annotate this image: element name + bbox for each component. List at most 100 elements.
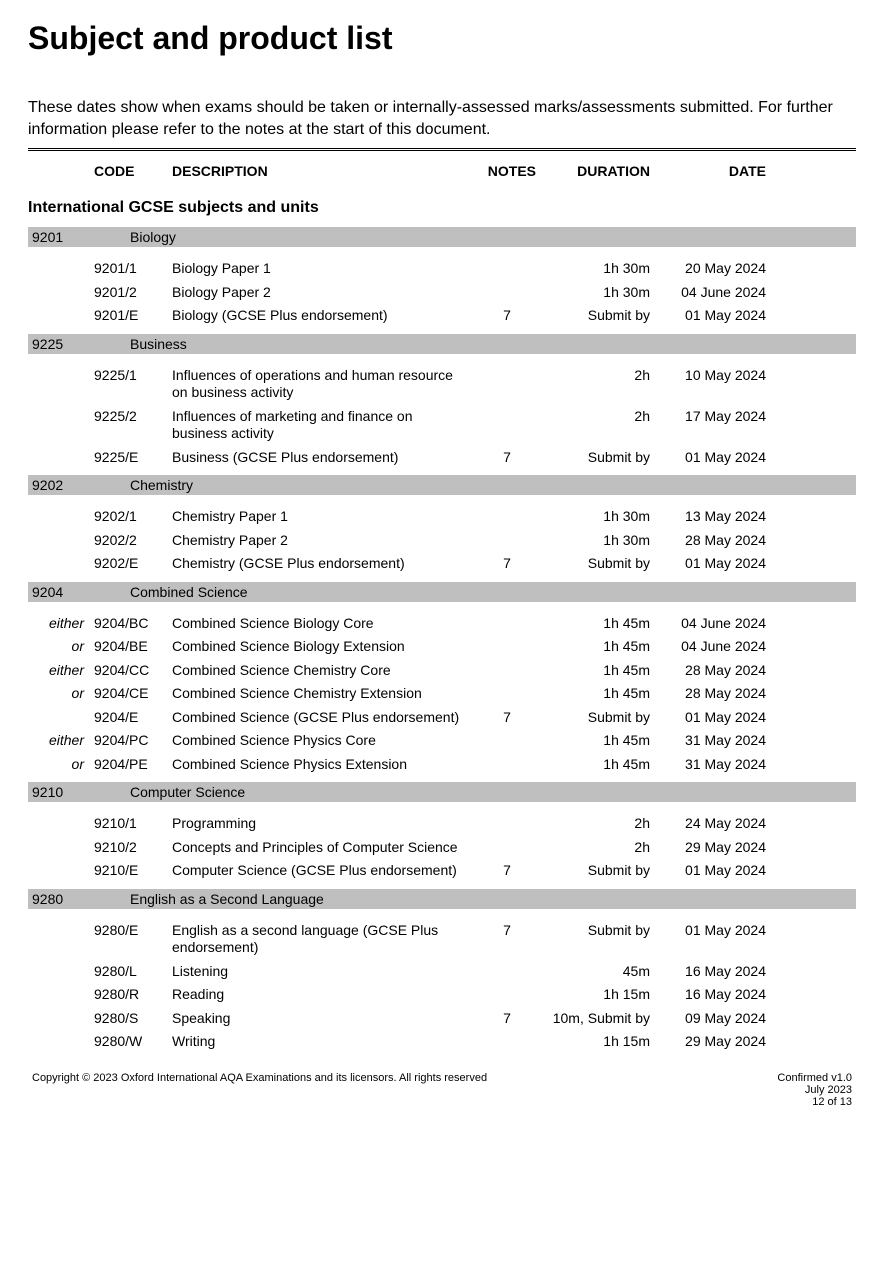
copyright-text: Copyright © 2023 Oxford International AQ… (32, 1072, 487, 1084)
unit-block: 9225/1Influences of operations and human… (28, 364, 856, 470)
unit-duration: 2h (542, 367, 656, 402)
unit-duration: 10m, Submit by (542, 1010, 656, 1028)
unit-code: 9204/BC (94, 615, 172, 633)
unit-duration: 1h 45m (542, 662, 656, 680)
version-text: Confirmed v1.0 (777, 1072, 852, 1084)
subject-code: 9204 (32, 584, 130, 600)
unit-qualifier: or (28, 756, 94, 774)
unit-qualifier (28, 555, 94, 573)
unit-code: 9204/PC (94, 732, 172, 750)
unit-notes (472, 532, 542, 550)
unit-row: 9225/1Influences of operations and human… (28, 364, 856, 405)
unit-code: 9204/CC (94, 662, 172, 680)
unit-date: 29 May 2024 (656, 1033, 766, 1051)
unit-description: Influences of marketing and finance on b… (172, 408, 472, 443)
col-description: DESCRIPTION (172, 163, 472, 179)
unit-description: Biology Paper 1 (172, 260, 472, 278)
unit-description: Biology (GCSE Plus endorsement) (172, 307, 472, 325)
unit-date: 04 June 2024 (656, 284, 766, 302)
unit-duration: 2h (542, 839, 656, 857)
subject-name: Business (130, 336, 852, 352)
column-header-row: CODE DESCRIPTION NOTES DURATION DATE (28, 161, 856, 195)
unit-date: 28 May 2024 (656, 685, 766, 703)
unit-notes: 7 (472, 307, 542, 325)
unit-notes (472, 260, 542, 278)
unit-row: 9225/EBusiness (GCSE Plus endorsement)7S… (28, 446, 856, 470)
unit-notes: 7 (472, 709, 542, 727)
unit-code: 9201/1 (94, 260, 172, 278)
unit-code: 9225/2 (94, 408, 172, 443)
unit-date: 01 May 2024 (656, 922, 766, 957)
unit-date: 01 May 2024 (656, 709, 766, 727)
unit-row: 9280/WWriting1h 15m29 May 2024 (28, 1030, 856, 1054)
unit-date: 29 May 2024 (656, 839, 766, 857)
unit-description: Combined Science Physics Extension (172, 756, 472, 774)
subjects-container: 9201Biology 9201/1Biology Paper 1 1h 30m20… (28, 227, 856, 1054)
unit-notes (472, 839, 542, 857)
unit-date: 31 May 2024 (656, 732, 766, 750)
col-notes: NOTES (472, 163, 542, 179)
page-footer: Copyright © 2023 Oxford International AQ… (28, 1072, 856, 1108)
unit-duration: 1h 30m (542, 284, 656, 302)
subject-header: 9202Chemistry (28, 475, 856, 495)
unit-date: 13 May 2024 (656, 508, 766, 526)
unit-notes: 7 (472, 862, 542, 880)
unit-description: English as a second language (GCSE Plus … (172, 922, 472, 957)
unit-date: 04 June 2024 (656, 615, 766, 633)
unit-duration: Submit by (542, 922, 656, 957)
unit-notes: 7 (472, 555, 542, 573)
unit-row: 9280/EEnglish as a second language (GCSE… (28, 919, 856, 960)
unit-code: 9225/E (94, 449, 172, 467)
unit-description: Programming (172, 815, 472, 833)
unit-code: 9204/BE (94, 638, 172, 656)
unit-block: 9210/1Programming2h24 May 20249210/2Conc… (28, 812, 856, 883)
unit-row: 9202/1Chemistry Paper 11h 30m13 May 2024 (28, 505, 856, 529)
unit-qualifier (28, 260, 94, 278)
unit-qualifier (28, 963, 94, 981)
unit-date: 31 May 2024 (656, 756, 766, 774)
unit-row: either9204/PCCombined Science Physics Co… (28, 729, 856, 753)
unit-date: 01 May 2024 (656, 555, 766, 573)
unit-qualifier: or (28, 685, 94, 703)
unit-code: 9280/E (94, 922, 172, 957)
unit-qualifier (28, 922, 94, 957)
unit-duration: 1h 45m (542, 732, 656, 750)
unit-code: 9202/2 (94, 532, 172, 550)
subject-header: 9201Biology (28, 227, 856, 247)
unit-code: 9204/CE (94, 685, 172, 703)
unit-notes (472, 638, 542, 656)
unit-date: 28 May 2024 (656, 662, 766, 680)
unit-notes (472, 986, 542, 1004)
subject-header: 9280English as a Second Language (28, 889, 856, 909)
unit-row: 9280/LListening45m16 May 2024 (28, 960, 856, 984)
unit-description: Combined Science Biology Core (172, 615, 472, 633)
unit-block: 9202/1Chemistry Paper 11h 30m13 May 2024… (28, 505, 856, 576)
unit-duration: 1h 45m (542, 615, 656, 633)
unit-row: 9280/RReading1h 15m16 May 2024 (28, 983, 856, 1007)
unit-row: 9210/EComputer Science (GCSE Plus endors… (28, 859, 856, 883)
unit-description: Combined Science (GCSE Plus endorsement) (172, 709, 472, 727)
unit-date: 20 May 2024 (656, 260, 766, 278)
unit-code: 9210/2 (94, 839, 172, 857)
unit-row: or9204/CECombined Science Chemistry Exte… (28, 682, 856, 706)
unit-code: 9280/W (94, 1033, 172, 1051)
page-number: 12 of 13 (812, 1096, 852, 1108)
unit-notes (472, 756, 542, 774)
unit-qualifier (28, 709, 94, 727)
col-duration: DURATION (542, 163, 656, 179)
issued-text: July 2023 (805, 1084, 852, 1096)
unit-duration: 1h 45m (542, 685, 656, 703)
unit-qualifier (28, 367, 94, 402)
unit-description: Writing (172, 1033, 472, 1051)
unit-block: either9204/BCCombined Science Biology Co… (28, 612, 856, 777)
unit-qualifier (28, 862, 94, 880)
unit-block: 9201/1Biology Paper 11h 30m20 May 202492… (28, 257, 856, 328)
unit-row: 9210/1Programming2h24 May 2024 (28, 812, 856, 836)
unit-notes (472, 508, 542, 526)
unit-date: 04 June 2024 (656, 638, 766, 656)
unit-duration: 1h 45m (542, 756, 656, 774)
unit-date: 17 May 2024 (656, 408, 766, 443)
unit-duration: Submit by (542, 307, 656, 325)
unit-date: 28 May 2024 (656, 532, 766, 550)
subject-header: 9225Business (28, 334, 856, 354)
